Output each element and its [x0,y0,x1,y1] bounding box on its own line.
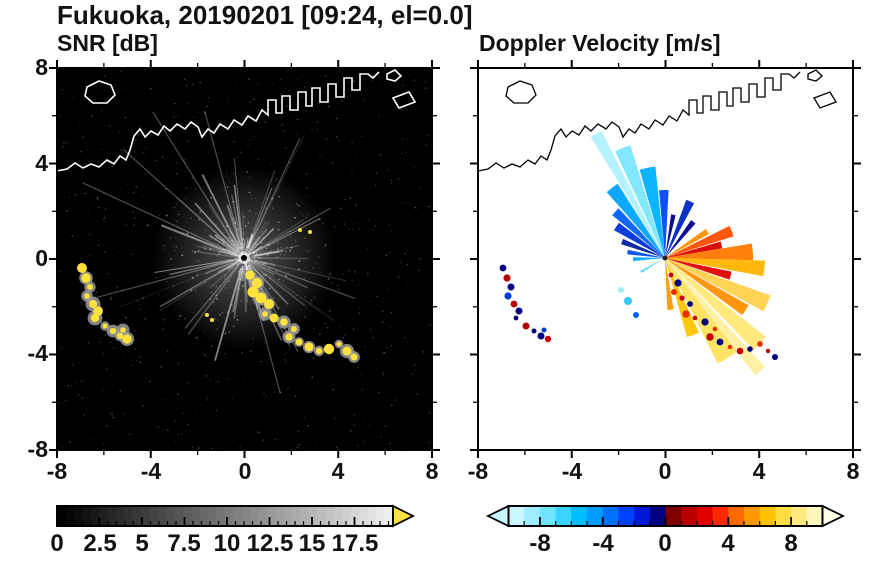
snr-panel-title: SNR [dB] [57,30,158,56]
velocity-plot [470,60,861,458]
y-tick-label: -8 [27,436,48,462]
colorbar-tick-label: 0 [50,530,64,557]
x-tick-label: 4 [331,458,345,484]
y-tick-label: 4 [35,150,48,176]
x-tick-label: 0 [238,458,252,484]
colorbar-tick-label: 17.5 [331,530,379,557]
velocity-panel-title: Doppler Velocity [m/s] [479,30,721,56]
y-tick-label: -4 [27,340,48,366]
velocity-colorbar [485,504,846,528]
x-tick-label: 4 [752,458,766,484]
colorbar-tick-label: 10 [213,530,241,557]
x-tick-label: 8 [846,458,860,484]
y-tick-label: 8 [35,54,48,80]
figure-title: Fukuoka, 20190201 [09:24, el=0.0] [57,0,473,30]
colorbar-tick-label: -8 [529,530,551,557]
colorbar-tick-label: 7.5 [167,530,201,557]
x-tick-label: -8 [46,458,68,484]
colorbar-tick-label: 12.5 [246,530,294,557]
colorbar-tick-label: 0 [658,530,672,557]
colorbar-tick-label: 2.5 [83,530,117,557]
colorbar-tick-label: 4 [721,530,735,557]
x-tick-label: 0 [658,458,672,484]
y-tick-label: 0 [35,245,48,271]
colorbar-tick-label: 8 [784,530,798,557]
x-tick-label: 8 [425,458,439,484]
colorbar-tick-label: -4 [592,530,614,557]
snr-colorbar [56,504,416,528]
x-tick-label: -4 [561,458,583,484]
colorbar-tick-label: 15 [298,530,326,557]
x-tick-label: -4 [140,458,162,484]
x-tick-label: -8 [467,458,489,484]
colorbar-tick-label: 5 [135,530,149,557]
snr-plot [49,60,440,458]
